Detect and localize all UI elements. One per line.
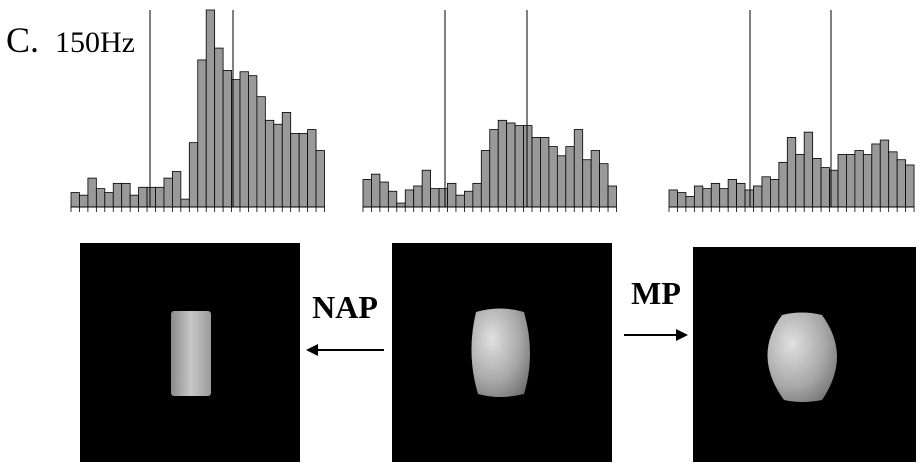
bar (888, 151, 898, 208)
cylinder (171, 311, 211, 396)
arrow-head (306, 344, 318, 356)
bar (677, 192, 687, 208)
bar (104, 192, 114, 208)
bar (820, 167, 830, 208)
bar (273, 123, 283, 208)
bar (298, 133, 308, 208)
bar (685, 196, 695, 208)
bar (862, 154, 873, 208)
bar (548, 146, 558, 208)
bar (590, 150, 601, 208)
bar (497, 119, 508, 208)
bar (702, 188, 712, 208)
bar (455, 194, 465, 208)
bar (95, 188, 106, 208)
bar (812, 158, 822, 208)
bar (523, 125, 533, 208)
bar (599, 163, 609, 208)
bar (727, 179, 738, 208)
bar (607, 185, 617, 208)
bar (582, 159, 592, 208)
bar (146, 186, 156, 208)
bar (404, 189, 415, 208)
bar (761, 176, 771, 208)
bar (188, 142, 199, 208)
bar (531, 136, 541, 208)
bar (264, 119, 275, 208)
bar (556, 155, 567, 208)
bar (371, 173, 381, 208)
bar (573, 129, 584, 208)
bar (315, 150, 325, 208)
bar (710, 182, 721, 208)
bar (447, 182, 457, 208)
bar (489, 129, 499, 208)
bar (205, 9, 216, 208)
arrow-label: MP (631, 275, 681, 311)
panel-label: C. (6, 20, 39, 60)
bar (668, 189, 678, 208)
bar (421, 169, 431, 208)
bar (222, 70, 232, 208)
bar (778, 161, 788, 208)
bar (736, 182, 746, 208)
bar (472, 182, 482, 208)
bar (795, 154, 805, 208)
bar (112, 182, 123, 208)
bar (248, 75, 258, 208)
bar (744, 189, 754, 208)
bar (362, 179, 372, 208)
arrow-head (676, 329, 688, 341)
bar (463, 190, 474, 208)
bar (480, 150, 491, 208)
bar (307, 129, 317, 208)
bar (565, 146, 575, 208)
bar (155, 186, 165, 208)
bar (180, 198, 190, 208)
bar (693, 185, 704, 208)
bar (854, 150, 864, 208)
bar (138, 186, 148, 208)
bar (379, 181, 389, 208)
bar (438, 188, 448, 208)
arrow-label: NAP (312, 289, 378, 325)
bar (905, 164, 915, 208)
bar (387, 190, 398, 208)
bar (256, 96, 266, 208)
bar (121, 182, 131, 208)
bar (753, 185, 763, 208)
bar (163, 177, 173, 208)
bar (70, 192, 80, 208)
bar (837, 154, 847, 208)
bar (846, 154, 856, 208)
bar (171, 171, 182, 208)
bar (87, 177, 97, 208)
bar (871, 143, 881, 208)
bar (540, 136, 550, 208)
bar (129, 194, 139, 208)
bar (506, 122, 516, 208)
scale-label: 150Hz (55, 26, 135, 59)
bar (514, 125, 524, 208)
bar (719, 188, 729, 208)
bar (281, 112, 292, 208)
bar (879, 139, 890, 208)
bar (79, 194, 89, 208)
bar (896, 159, 907, 208)
bar (290, 133, 300, 208)
bar (770, 179, 780, 208)
bar (214, 47, 224, 208)
bar (413, 185, 423, 208)
bar (396, 202, 406, 208)
bar (197, 59, 207, 208)
barrel (471, 308, 530, 397)
barrel-wide (767, 312, 837, 402)
bar (786, 136, 797, 208)
bar (803, 131, 814, 208)
bar (430, 188, 440, 208)
bar (239, 71, 249, 208)
